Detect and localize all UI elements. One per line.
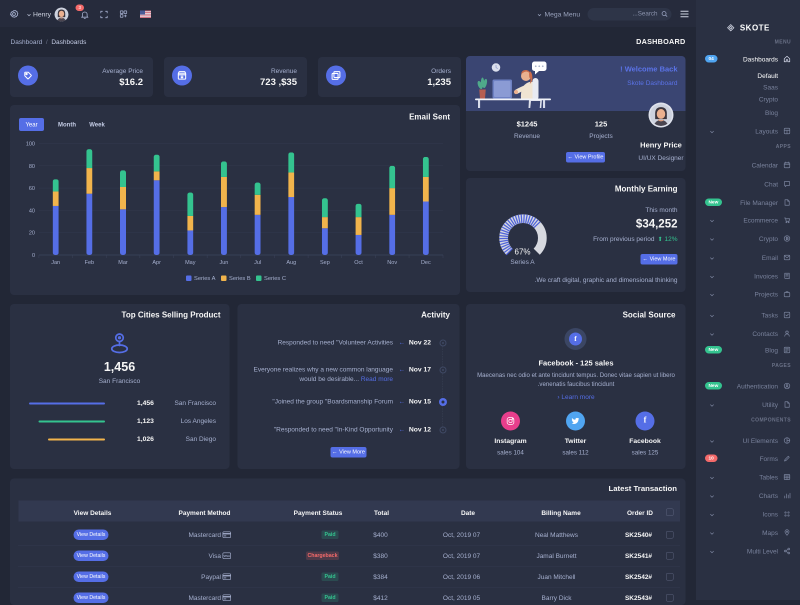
svg-text:Aug: Aug: [286, 260, 296, 266]
svg-text:Nov: Nov: [387, 260, 397, 266]
svg-text:Mar: Mar: [118, 260, 128, 266]
svg-text:Series A: Series A: [194, 276, 216, 282]
svg-text:Oct: Oct: [354, 260, 363, 266]
svg-text:Feb: Feb: [85, 260, 94, 266]
svg-text:40: 40: [29, 208, 35, 214]
svg-text:VISA: VISA: [224, 554, 230, 558]
svg-text:Apr: Apr: [152, 260, 161, 266]
svg-text:60: 60: [29, 186, 35, 192]
svg-text:20: 20: [29, 231, 35, 237]
svg-text:80: 80: [29, 164, 35, 170]
svg-text:Jul: Jul: [254, 260, 261, 266]
svg-text:Jun: Jun: [220, 260, 229, 266]
svg-text:Dec: Dec: [421, 260, 431, 266]
svg-text:Sep: Sep: [320, 260, 330, 266]
svg-text:0: 0: [32, 253, 35, 259]
svg-text:Jan: Jan: [51, 260, 60, 266]
svg-text:100: 100: [26, 142, 35, 148]
svg-text:Series B: Series B: [229, 276, 251, 282]
svg-text:Series C: Series C: [264, 276, 286, 282]
svg-text:May: May: [185, 260, 196, 266]
